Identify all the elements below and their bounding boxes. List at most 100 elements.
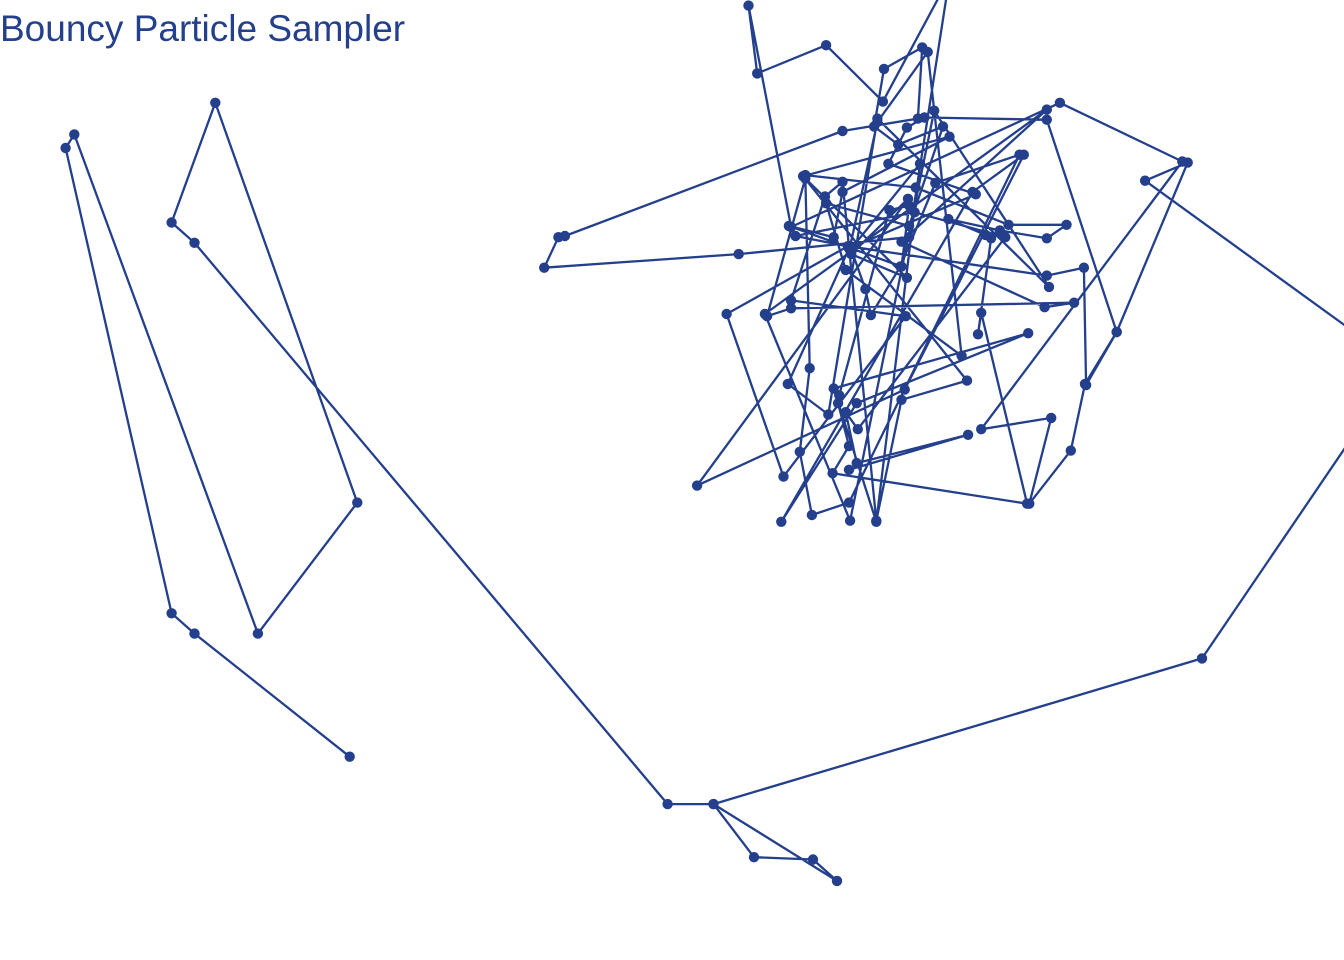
data-point: [828, 383, 839, 394]
data-point: [785, 303, 797, 314]
data-point: [943, 213, 954, 225]
data-point: [909, 207, 920, 218]
data-point: [860, 283, 871, 295]
data-point: [901, 272, 913, 283]
data-point: [210, 97, 221, 109]
data-point: [896, 261, 907, 272]
data-point: [782, 378, 793, 390]
data-point: [976, 307, 987, 318]
data-point: [1046, 412, 1057, 424]
data-point: [899, 384, 910, 395]
data-point: [910, 182, 921, 193]
data-point: [166, 217, 177, 228]
data-point: [752, 68, 763, 79]
data-point: [843, 497, 855, 508]
data-point: [60, 142, 71, 154]
data-point: [662, 798, 673, 810]
data-point: [847, 242, 858, 253]
data-point: [783, 220, 795, 232]
data-point: [851, 457, 862, 469]
data-point: [944, 131, 955, 142]
data-point: [785, 295, 797, 306]
data-point: [189, 237, 200, 248]
data-point: [843, 440, 855, 452]
data-point: [1196, 653, 1208, 664]
data-point: [976, 424, 987, 435]
data-point: [901, 122, 913, 133]
data-point: [961, 375, 973, 386]
data-point: [967, 186, 978, 198]
data-point: [790, 230, 801, 242]
data-point: [820, 40, 832, 51]
data-point: [806, 509, 818, 521]
data-point: [896, 394, 907, 405]
data-point: [691, 480, 703, 491]
data-point: [878, 63, 890, 75]
data-point: [352, 497, 363, 508]
data-point: [896, 236, 907, 247]
data-point: [800, 173, 811, 184]
data-point: [344, 751, 355, 762]
chart-title: Bouncy Particle Sampler: [0, 8, 406, 49]
data-point: [1061, 219, 1072, 230]
data-point: [832, 398, 844, 409]
data-point: [708, 798, 719, 810]
data-point: [837, 176, 848, 187]
data-point: [1139, 175, 1151, 186]
data-point: [1021, 498, 1033, 509]
data-point: [1080, 379, 1092, 391]
data-point: [877, 96, 889, 107]
data-point: [748, 852, 760, 863]
data-point: [884, 204, 895, 216]
data-point: [956, 350, 967, 361]
data-point: [804, 363, 815, 374]
data-point: [819, 191, 831, 202]
data-point: [807, 854, 819, 865]
data-point: [1041, 114, 1053, 125]
data-point: [1177, 156, 1188, 167]
data-point: [1078, 262, 1090, 273]
data-point: [1039, 302, 1050, 313]
data-point: [166, 608, 177, 619]
data-point: [962, 429, 974, 440]
data-point: [1065, 445, 1077, 456]
data-point: [843, 464, 855, 475]
data-point: [865, 309, 877, 321]
data-point: [837, 186, 848, 198]
data-point: [972, 329, 984, 340]
data-point: [840, 407, 851, 418]
data-point: [831, 875, 843, 887]
data-point: [930, 177, 941, 189]
data-point: [69, 129, 80, 140]
data-point: [189, 628, 200, 639]
data-point: [721, 308, 732, 320]
data-point: [937, 121, 949, 132]
data-point: [903, 220, 915, 232]
data-point: [872, 113, 883, 124]
data-point: [900, 311, 911, 322]
data-point: [1000, 232, 1011, 243]
data-point: [761, 311, 773, 322]
data-point: [1041, 104, 1053, 115]
data-point: [828, 232, 839, 243]
data-point: [1043, 281, 1055, 293]
data-point: [922, 46, 933, 58]
data-point: [1003, 219, 1014, 230]
data-point: [840, 264, 851, 276]
data-point: [837, 125, 848, 137]
data-point: [914, 158, 926, 169]
data-point: [252, 628, 264, 639]
data-point: [794, 446, 805, 457]
data-point: [929, 105, 940, 116]
data-point: [919, 112, 930, 123]
data-point: [851, 398, 862, 409]
data-point: [539, 262, 550, 273]
data-point: [1018, 149, 1029, 160]
data-point: [733, 248, 744, 260]
data-point: [902, 193, 914, 204]
data-point: [1041, 233, 1053, 244]
data-point: [844, 515, 856, 526]
data-point: [985, 233, 997, 244]
